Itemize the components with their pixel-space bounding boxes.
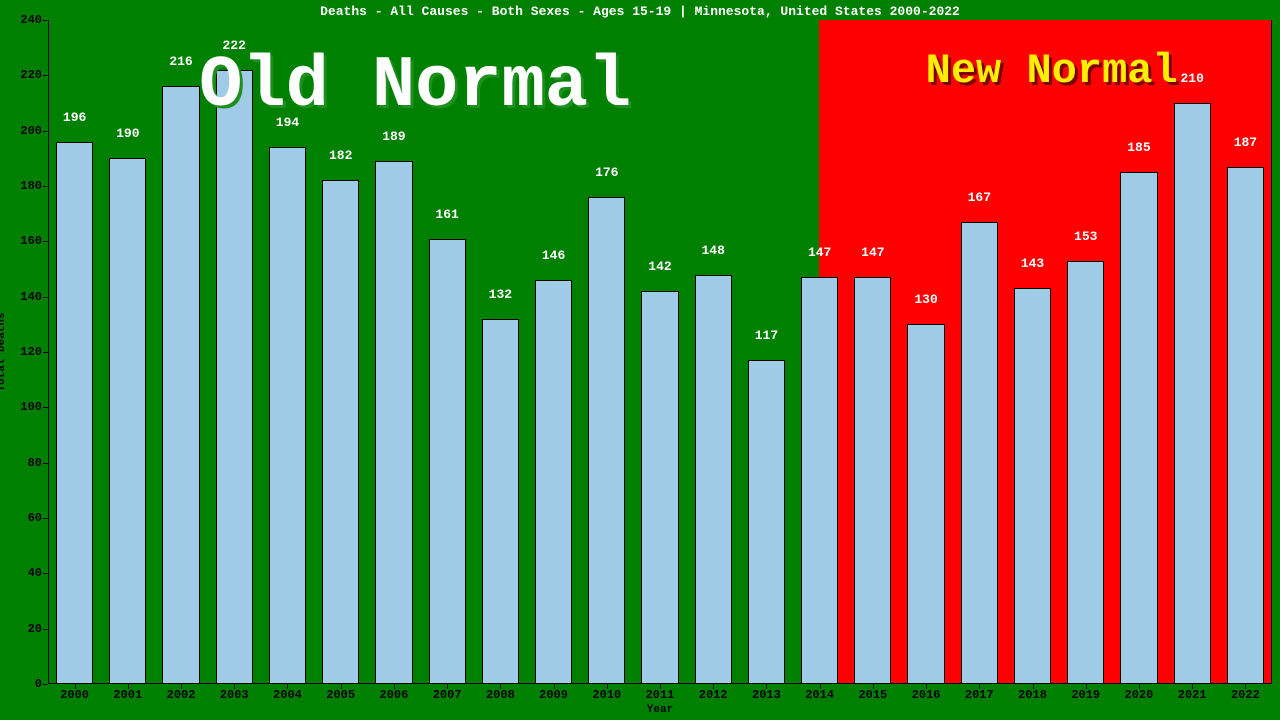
- x-tick-label: 2012: [699, 684, 728, 702]
- y-tick-label: 20: [28, 622, 48, 636]
- y-tick-label: 100: [20, 400, 48, 414]
- bar-value-label: 187: [1234, 135, 1257, 150]
- x-tick-label: 2014: [805, 684, 834, 702]
- bar-value-label: 190: [116, 126, 139, 141]
- bar-value-label: 146: [542, 248, 565, 263]
- x-tick-label: 2003: [220, 684, 249, 702]
- bar: [1067, 261, 1104, 684]
- x-tick-label: 2013: [752, 684, 781, 702]
- bar: [854, 277, 891, 684]
- y-axis-line-right: [1271, 20, 1272, 684]
- x-tick-label: 2010: [592, 684, 621, 702]
- y-tick-label: 0: [35, 677, 48, 691]
- x-tick-label: 2006: [380, 684, 409, 702]
- bar: [535, 280, 572, 684]
- bar-value-label: 147: [808, 245, 831, 260]
- bar-value-label: 143: [1021, 256, 1044, 271]
- x-axis-label: Year: [647, 704, 673, 716]
- bar: [1174, 103, 1211, 684]
- bar: [56, 142, 93, 684]
- x-tick-label: 2019: [1071, 684, 1100, 702]
- bar: [109, 158, 146, 684]
- chart-title: Deaths - All Causes - Both Sexes - Ages …: [0, 4, 1280, 19]
- bar-value-label: 176: [595, 165, 618, 180]
- bar: [322, 180, 359, 684]
- bar-value-label: 130: [914, 292, 937, 307]
- y-axis-line-left: [48, 20, 49, 684]
- x-tick-label: 2002: [167, 684, 196, 702]
- bar-value-label: 117: [755, 328, 778, 343]
- overlay-old-normal: Old Normal: [199, 50, 631, 122]
- bar: [695, 275, 732, 684]
- y-tick-label: 120: [20, 345, 48, 359]
- bar: [748, 360, 785, 684]
- y-tick-label: 160: [20, 234, 48, 248]
- x-tick-label: 2016: [912, 684, 941, 702]
- bar: [801, 277, 838, 684]
- y-tick-label: 220: [20, 68, 48, 82]
- bar: [588, 197, 625, 684]
- x-tick-label: 2000: [60, 684, 89, 702]
- bar-value-label: 153: [1074, 229, 1097, 244]
- overlay-new-normal: New Normal: [926, 50, 1178, 92]
- bar-value-label: 196: [63, 110, 86, 125]
- bar: [961, 222, 998, 684]
- x-tick-label: 2017: [965, 684, 994, 702]
- plot-area: 020406080100120140160180200220240 200020…: [48, 20, 1272, 684]
- bar: [429, 239, 466, 684]
- x-tick-label: 2022: [1231, 684, 1260, 702]
- bar-value-label: 132: [489, 287, 512, 302]
- bar-value-label: 189: [382, 129, 405, 144]
- x-tick-label: 2015: [858, 684, 887, 702]
- x-tick-label: 2008: [486, 684, 515, 702]
- chart-root: Deaths - All Causes - Both Sexes - Ages …: [0, 0, 1280, 720]
- y-tick-label: 40: [28, 566, 48, 580]
- bar: [1014, 288, 1051, 684]
- y-axis-label: Total Deaths: [0, 312, 8, 391]
- bar: [482, 319, 519, 684]
- y-tick-label: 140: [20, 290, 48, 304]
- bar-value-label: 182: [329, 148, 352, 163]
- bar: [1120, 172, 1157, 684]
- bar-value-label: 147: [861, 245, 884, 260]
- bar-value-label: 210: [1180, 71, 1203, 86]
- bar: [375, 161, 412, 684]
- bar: [1227, 167, 1264, 684]
- y-tick-label: 240: [20, 13, 48, 27]
- bar-value-label: 185: [1127, 140, 1150, 155]
- y-tick-label: 200: [20, 124, 48, 138]
- y-tick-label: 180: [20, 179, 48, 193]
- bar: [216, 70, 253, 684]
- x-tick-label: 2021: [1178, 684, 1207, 702]
- y-tick-label: 80: [28, 456, 48, 470]
- x-tick-label: 2004: [273, 684, 302, 702]
- bar: [269, 147, 306, 684]
- bar: [641, 291, 678, 684]
- x-tick-label: 2001: [113, 684, 142, 702]
- bar-value-label: 161: [435, 207, 458, 222]
- bar-value-label: 216: [169, 54, 192, 69]
- x-tick-label: 2005: [326, 684, 355, 702]
- y-tick-label: 60: [28, 511, 48, 525]
- x-tick-label: 2018: [1018, 684, 1047, 702]
- bar-value-label: 167: [968, 190, 991, 205]
- x-tick-label: 2011: [646, 684, 675, 702]
- bar: [162, 86, 199, 684]
- bar-value-label: 148: [702, 243, 725, 258]
- x-tick-label: 2009: [539, 684, 568, 702]
- bar-value-label: 142: [648, 259, 671, 274]
- x-tick-label: 2007: [433, 684, 462, 702]
- x-tick-label: 2020: [1125, 684, 1154, 702]
- bar: [907, 324, 944, 684]
